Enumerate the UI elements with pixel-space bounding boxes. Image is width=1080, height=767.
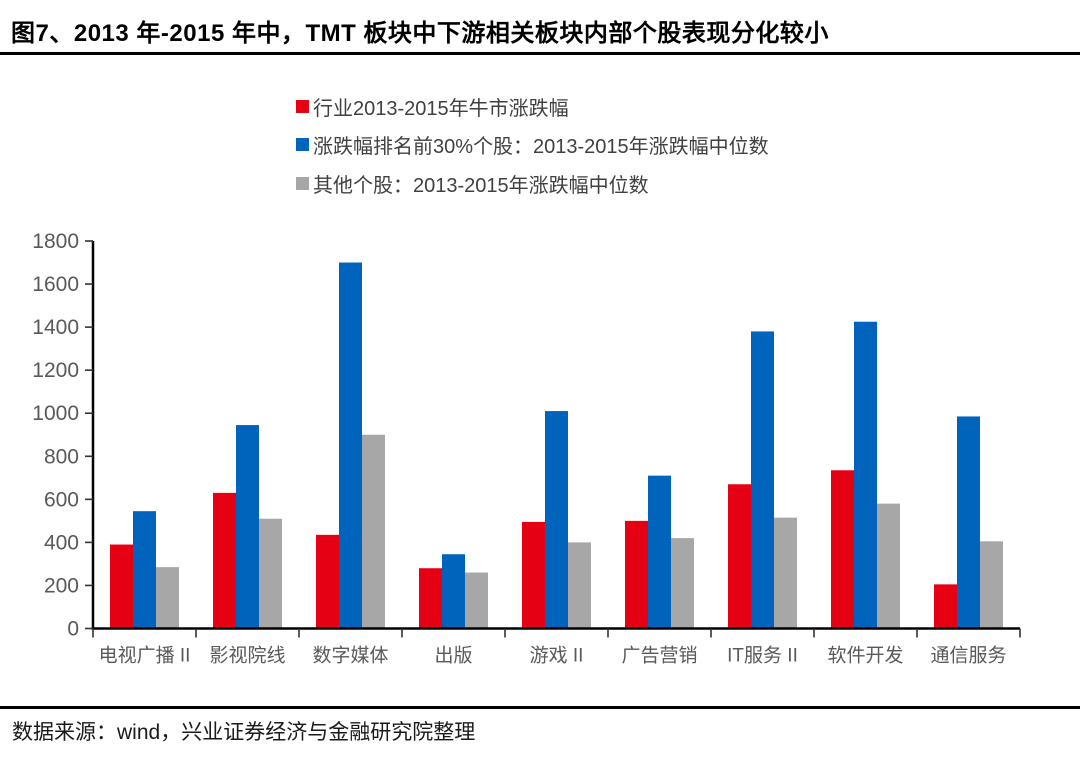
x-axis-label: 软件开发 [827, 645, 903, 667]
bar [854, 321, 877, 629]
y-axis-label: 1800 [32, 230, 79, 253]
bar [625, 520, 648, 629]
legend-swatch-icon [296, 176, 309, 190]
bar [877, 503, 900, 629]
bar [728, 484, 751, 629]
legend-item: 涨跌幅排名前30%个股：2013-2015年涨跌幅中位数 [296, 132, 769, 158]
bar [442, 554, 465, 629]
bar [259, 518, 282, 629]
x-axis-label: 出版 [434, 645, 472, 667]
x-axis-label: 数字媒体 [312, 645, 388, 667]
y-axis-label: 200 [44, 574, 79, 597]
legend-item: 行业2013-2015年牛市涨跌幅 [296, 93, 769, 120]
bar [133, 511, 156, 629]
x-axis-label: 电视广播 II [99, 645, 191, 667]
legend-label: 涨跌幅排名前30%个股：2013-2015年涨跌幅中位数 [313, 136, 769, 158]
bar [934, 584, 957, 629]
y-axis-label: 1200 [32, 359, 79, 382]
title-divider [0, 52, 1080, 55]
bar [648, 475, 671, 629]
y-axis-label: 600 [44, 488, 79, 511]
data-source: 数据来源：wind，兴业证券经济与金融研究院整理 [12, 721, 476, 744]
bar [339, 262, 362, 629]
y-axis-label: 1000 [32, 402, 79, 425]
bar [957, 416, 980, 629]
y-axis-label: 1400 [32, 316, 79, 339]
x-axis-label: IT服务 II [727, 645, 798, 667]
bar [362, 434, 385, 629]
bar [236, 425, 259, 629]
legend-label: 行业2013-2015年牛市涨跌幅 [313, 97, 569, 120]
bar [831, 470, 854, 629]
bar [774, 517, 797, 629]
footer-divider [0, 706, 1080, 709]
bar [156, 567, 179, 629]
legend-item: 其他个股：2013-2015年涨跌幅中位数 [296, 170, 769, 197]
bar [980, 541, 1003, 629]
bar [751, 331, 774, 629]
bar [110, 544, 133, 629]
bar [545, 411, 568, 629]
bar [316, 534, 339, 629]
x-axis-label: 广告营销 [621, 645, 697, 667]
bar [671, 538, 694, 629]
bar [568, 542, 591, 629]
bar [465, 572, 488, 629]
legend-swatch-icon [296, 99, 309, 113]
bar [213, 492, 236, 629]
chart-legend: 行业2013-2015年牛市涨跌幅涨跌幅排名前30%个股：2013-2015年涨… [296, 93, 769, 209]
x-axis-label: 游戏 II [530, 645, 584, 667]
figure-title: 图7、2013 年-2015 年中，TMT 板块中下游相关板块内部个股表现分化较… [11, 20, 829, 47]
legend-label: 其他个股：2013-2015年涨跌幅中位数 [313, 174, 649, 197]
y-axis-label: 800 [44, 445, 79, 468]
x-axis-label: 影视院线 [209, 645, 285, 667]
y-axis-label: 1600 [32, 273, 79, 296]
bar [522, 521, 545, 629]
bar [419, 568, 442, 629]
legend-swatch-icon [296, 138, 309, 151]
x-axis-label: 通信服务 [930, 645, 1006, 667]
y-axis-label: 0 [67, 618, 79, 641]
y-axis-label: 400 [44, 531, 79, 554]
